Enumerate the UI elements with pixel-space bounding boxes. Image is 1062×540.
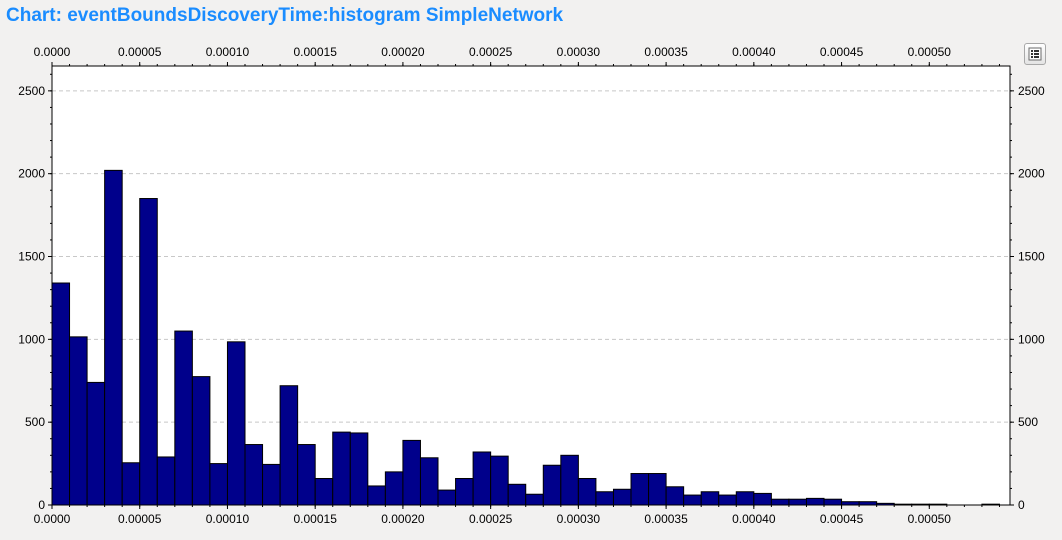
axes: 0.0000 0.0000 0.00005 0.00005 0.00010 0.00010… xyxy=(18,45,1045,526)
histogram-bar xyxy=(700,491,720,506)
y-tick-label-left: 0 xyxy=(38,498,45,512)
histogram-bar xyxy=(139,198,158,506)
histogram-bar xyxy=(279,385,299,506)
histogram-bar xyxy=(455,477,474,506)
histogram-bar xyxy=(630,473,650,506)
histogram-bar xyxy=(104,169,123,506)
histogram-bar xyxy=(823,498,843,506)
histogram-bar xyxy=(367,485,386,506)
x-tick-label-top: 0.00035 xyxy=(644,45,688,59)
histogram-bar xyxy=(209,463,228,506)
y-tick-label-right: 2500 xyxy=(1018,84,1045,98)
histogram-bar xyxy=(314,477,334,506)
x-tick-label-top: 0.00025 xyxy=(469,45,513,59)
x-tick-label-bottom: 0.00035 xyxy=(644,512,688,526)
histogram-bar xyxy=(788,498,807,506)
y-tick-label-left: 500 xyxy=(25,415,45,429)
histogram-bar xyxy=(753,492,772,506)
x-tick-label-bottom: 0.00020 xyxy=(381,512,425,526)
x-tick-label-top: 0.00045 xyxy=(820,45,864,59)
plot-area xyxy=(52,66,1010,505)
histogram-bar xyxy=(69,336,88,506)
histogram-bar xyxy=(665,486,685,506)
histogram-bar xyxy=(419,457,439,506)
histogram-bar xyxy=(332,431,351,506)
histogram-bar xyxy=(560,454,579,506)
grid-lines xyxy=(52,90,1010,423)
histogram-bar xyxy=(437,489,457,506)
legend-list-icon xyxy=(1028,47,1042,61)
histogram-bar xyxy=(156,456,176,506)
histogram-bar xyxy=(683,494,702,506)
y-tick-label-right: 0 xyxy=(1018,498,1025,512)
histogram-bar xyxy=(51,282,71,506)
histogram-bar xyxy=(174,330,193,506)
x-tick-label-top: 0.00040 xyxy=(732,45,776,59)
y-tick-label-right: 2000 xyxy=(1018,167,1045,181)
x-tick-label-bottom: 0.0000 xyxy=(34,512,71,526)
histogram-bar xyxy=(402,439,421,506)
x-tick-label-top: 0.00010 xyxy=(206,45,250,59)
histogram-bars xyxy=(51,169,1000,506)
y-tick-label-left: 2000 xyxy=(18,167,45,181)
histogram-bar xyxy=(612,488,632,506)
histogram-bar xyxy=(577,477,597,506)
histogram-bar xyxy=(384,471,404,506)
x-tick-label-bottom: 0.00025 xyxy=(469,512,513,526)
x-tick-label-bottom: 0.00040 xyxy=(732,512,776,526)
histogram-bar xyxy=(525,493,544,506)
histogram-bar xyxy=(718,494,737,506)
x-tick-label-top: 0.00005 xyxy=(118,45,162,59)
histogram-bar xyxy=(191,376,211,506)
y-tick-label-left: 2500 xyxy=(18,84,45,98)
x-tick-label-top: 0.00050 xyxy=(908,45,952,59)
histogram-bar xyxy=(244,444,264,506)
x-tick-label-bottom: 0.00045 xyxy=(820,512,864,526)
y-tick-label-right: 500 xyxy=(1018,415,1038,429)
x-tick-label-top: 0.0000 xyxy=(34,45,71,59)
legend-toggle-button[interactable] xyxy=(1024,43,1046,65)
histogram-bar xyxy=(297,444,316,506)
histogram-bar xyxy=(805,497,825,506)
y-tick-label-right: 1000 xyxy=(1018,332,1045,346)
histogram-bar xyxy=(490,455,509,506)
x-tick-label-top: 0.00015 xyxy=(293,45,337,59)
histogram-bar xyxy=(86,381,106,506)
histogram-bar xyxy=(472,451,492,506)
histogram-bar xyxy=(542,464,562,506)
x-tick-label-top: 0.00020 xyxy=(381,45,425,59)
plot-frame xyxy=(51,65,1011,506)
y-tick-label-right: 1500 xyxy=(1018,250,1045,264)
histogram-bar xyxy=(226,341,246,506)
histogram-bar xyxy=(121,462,141,506)
histogram-bar xyxy=(349,432,369,506)
histogram-bar xyxy=(595,491,614,506)
histogram-bar xyxy=(735,491,755,506)
x-tick-label-bottom: 0.00005 xyxy=(118,512,162,526)
x-tick-label-bottom: 0.00015 xyxy=(293,512,337,526)
y-tick-label-left: 1500 xyxy=(18,250,45,264)
x-tick-label-top: 0.00030 xyxy=(557,45,601,59)
x-tick-label-bottom: 0.00010 xyxy=(206,512,250,526)
x-tick-label-bottom: 0.00050 xyxy=(908,512,952,526)
histogram-bar xyxy=(648,473,667,506)
chart-title: Chart: eventBoundsDiscoveryTime:histogra… xyxy=(6,5,564,26)
histogram-bar xyxy=(262,463,281,506)
histogram-bar xyxy=(770,498,790,506)
y-tick-label-left: 1000 xyxy=(18,332,45,346)
histogram-bar xyxy=(507,483,527,506)
x-tick-label-bottom: 0.00030 xyxy=(557,512,601,526)
